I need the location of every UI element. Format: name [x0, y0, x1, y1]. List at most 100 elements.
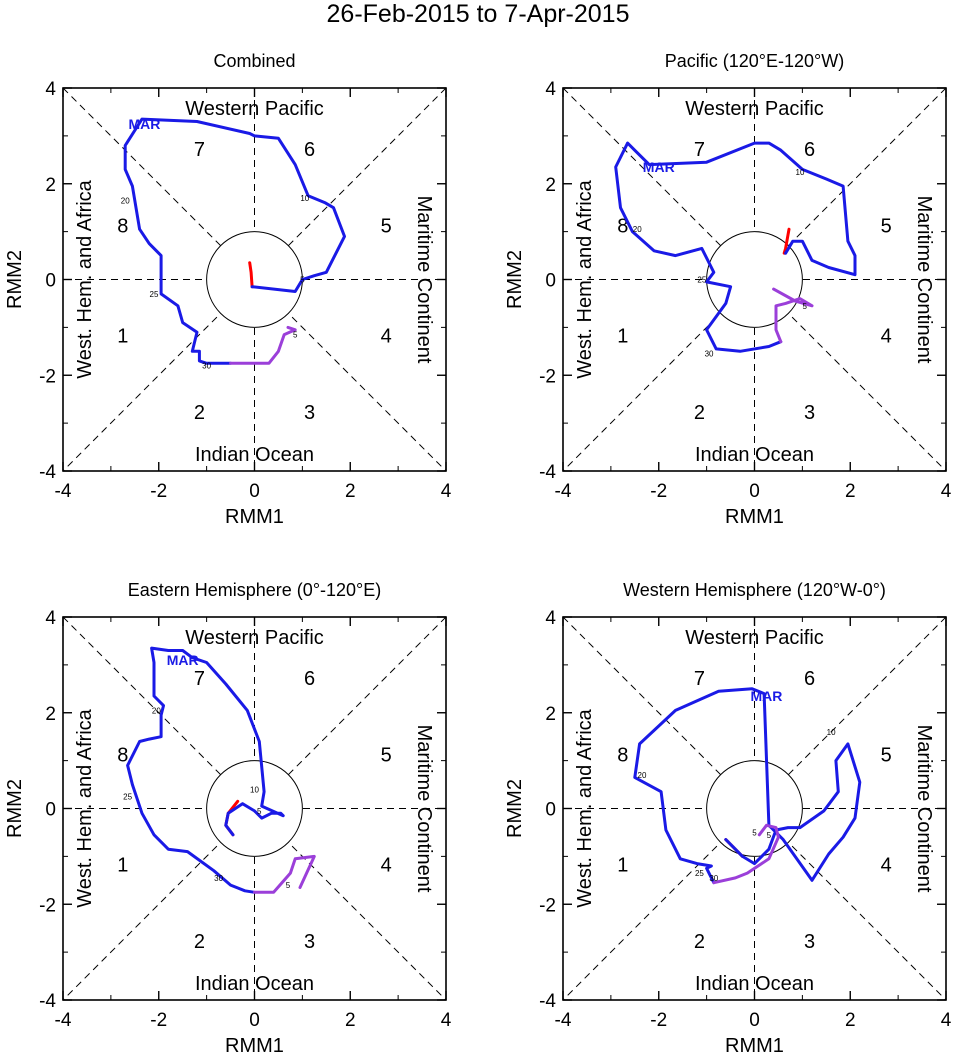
day-marker-label: 5 — [767, 831, 772, 840]
phase-number: 6 — [304, 668, 315, 690]
region-label-left: West. Hem. and Africa — [574, 179, 596, 378]
phase-number: 5 — [381, 215, 392, 237]
region-label-top: Western Pacific — [185, 627, 324, 649]
phase-number: 1 — [617, 855, 628, 877]
day-marker-label: 5 — [803, 302, 808, 311]
phase-number: 1 — [117, 326, 128, 348]
day-marker-label: 5 — [286, 881, 291, 890]
x-tick-label: 4 — [941, 1010, 952, 1031]
region-label-bottom: Indian Ocean — [195, 444, 314, 466]
panel-title: Eastern Hemisphere (0°-120°E) — [128, 580, 382, 600]
phase-number: 8 — [617, 744, 628, 766]
phase-number: 2 — [194, 402, 205, 424]
day-marker-label: 20 — [638, 771, 647, 780]
phase-number: 5 — [881, 744, 892, 766]
x-axis-label: RMM1 — [225, 1035, 284, 1057]
x-tick-label: -4 — [555, 1010, 572, 1031]
figure-title: 26-Feb-2015 to 7-Apr-2015 — [327, 0, 630, 28]
day-marker-label: 10 — [300, 194, 309, 203]
phase-number: 4 — [381, 855, 392, 877]
x-tick-label: 0 — [749, 481, 760, 502]
phase-number: 7 — [194, 139, 205, 161]
panel-title: Western Hemisphere (120°W-0°) — [623, 580, 886, 600]
x-tick-label: -2 — [150, 1010, 167, 1031]
day-marker-label: 25 — [695, 869, 704, 878]
unit-circle — [706, 760, 803, 857]
region-label-top: Western Pacific — [685, 98, 824, 120]
x-tick-label: -2 — [650, 1010, 667, 1031]
unit-circle — [206, 231, 303, 328]
phase-number: 6 — [804, 668, 815, 690]
phase-number: 5 — [381, 744, 392, 766]
y-axis-label: RMM2 — [504, 779, 526, 838]
x-axis-label: RMM1 — [725, 506, 784, 528]
series-line-mar — [123, 117, 346, 365]
day-marker-label: 10 — [250, 785, 259, 794]
phase-number: 5 — [881, 215, 892, 237]
phase-diagram-panel: -4-4 -2 -2 0 0 2 2 4 4 Pacific (120°E-120°W) RMM1 R… — [504, 51, 952, 528]
region-label-bottom: Indian Ocean — [695, 444, 814, 466]
x-tick-label: -2 — [650, 481, 667, 502]
phase-number: 8 — [117, 744, 128, 766]
x-tick-label: -2 — [150, 481, 167, 502]
region-label-top: Western Pacific — [185, 98, 324, 120]
day-marker-label: 30 — [709, 874, 718, 883]
region-label-bottom: Indian Ocean — [695, 973, 814, 995]
month-label: MAR — [128, 116, 160, 132]
x-tick-label: -4 — [55, 481, 72, 502]
x-tick-label: 4 — [441, 481, 452, 502]
phase-number: 2 — [194, 931, 205, 953]
region-label-left: West. Hem. and Africa — [74, 179, 96, 378]
day-marker-label: 25 — [123, 793, 132, 802]
y-tick-label: -4 — [539, 991, 556, 1012]
y-tick-label: 0 — [45, 800, 56, 821]
y-tick-label: 2 — [545, 175, 556, 196]
series-line-mar — [126, 646, 285, 894]
y-tick-label: -4 — [539, 462, 556, 483]
day-marker-label: 25 — [150, 290, 159, 299]
phase-number: 2 — [694, 402, 705, 424]
region-label-bottom: Indian Ocean — [195, 973, 314, 995]
series-line-apr — [772, 287, 814, 344]
x-tick-label: -4 — [555, 481, 572, 502]
panel-title: Pacific (120°E-120°W) — [665, 51, 844, 71]
y-axis-label: RMM2 — [504, 250, 526, 309]
series-line-feb — [248, 261, 254, 289]
series-line-mar — [614, 141, 857, 353]
phase-number: 8 — [117, 215, 128, 237]
y-tick-label: -2 — [39, 895, 56, 916]
day-marker-label: 5 — [293, 331, 298, 340]
month-label: MAR — [751, 688, 783, 704]
y-tick-label: 2 — [45, 704, 56, 725]
y-tick-label: -4 — [39, 991, 56, 1012]
x-tick-label: 2 — [845, 481, 856, 502]
panel-title: Combined — [213, 51, 295, 71]
day-marker-label: 20 — [633, 225, 642, 234]
region-label-left: West. Hem. and Africa — [574, 708, 596, 907]
series-line-apr — [253, 854, 316, 894]
phase-number: 7 — [694, 668, 705, 690]
x-axis-label: RMM1 — [725, 1035, 784, 1057]
region-label-top: Western Pacific — [685, 627, 824, 649]
day-marker-label: 5 — [752, 828, 757, 837]
phase-number: 1 — [617, 326, 628, 348]
y-tick-label: 0 — [545, 271, 556, 292]
phase-number: 6 — [304, 139, 315, 161]
x-tick-label: -4 — [55, 1010, 72, 1031]
x-tick-label: 0 — [749, 1010, 760, 1031]
y-tick-label: -4 — [39, 462, 56, 483]
day-marker-label: 20 — [121, 197, 130, 206]
y-tick-label: 4 — [545, 608, 556, 629]
phase-diagram-panel: -4-4 -2 -2 0 0 2 2 4 4 Eastern Hemisphere (0°-120… — [4, 580, 452, 1057]
y-tick-label: 0 — [545, 800, 556, 821]
phase-number: 3 — [304, 931, 315, 953]
phase-number: 8 — [617, 215, 628, 237]
day-marker-label: 30 — [202, 362, 211, 371]
series-line-apr — [712, 823, 780, 885]
x-tick-label: 2 — [345, 481, 356, 502]
phase-number: 1 — [117, 855, 128, 877]
day-marker-label: 25 — [697, 276, 706, 285]
x-axis-label: RMM1 — [225, 506, 284, 528]
y-tick-label: 2 — [545, 704, 556, 725]
day-marker-label: 30 — [214, 874, 223, 883]
